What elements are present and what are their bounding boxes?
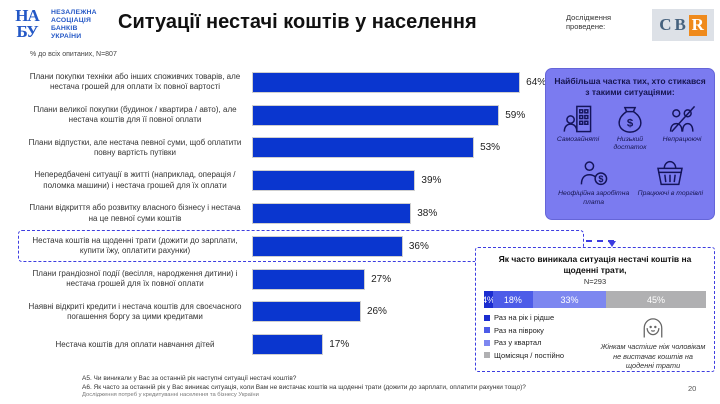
bar-category-label: Непередбачені ситуації в житті (наприкла… xyxy=(34,170,236,190)
trade-basket-icon xyxy=(657,161,684,186)
page-number: 20 xyxy=(688,384,697,393)
legend-label: Раз на півроку xyxy=(494,325,544,335)
bar-value-label: 26% xyxy=(366,306,387,318)
stacked-bar-legend: Раз на рік і рідше Раз на півроку Раз у кв… xyxy=(484,313,600,370)
legend-item: Раз на рік і рідше xyxy=(484,313,600,322)
legend-item: Раз на півроку xyxy=(484,326,600,335)
unofficial-salary-icon: $ xyxy=(580,161,607,186)
bar xyxy=(252,203,412,225)
bar-value-label: 36% xyxy=(408,240,429,252)
nabu-logo-text: НЕЗАЛЕЖНА АСОЦІАЦІЯ БАНКІВ УКРАЇНИ xyxy=(51,9,97,41)
icon-label: Непрацюючі xyxy=(662,136,702,144)
note-text: Жінкам частіше ніж чоловікам не вистачає… xyxy=(600,342,706,371)
self-employed-icon xyxy=(563,105,592,133)
footnote-a5: А5. Чи виникали у Вас за останній рік на… xyxy=(82,375,297,382)
bar-value-label: 53% xyxy=(480,142,501,154)
chart-subtitle: % до всіх опитаних, N=807 xyxy=(30,51,117,58)
svg-text:$: $ xyxy=(627,118,634,130)
stacked-bar: 4%18%33%45% xyxy=(484,291,706,309)
side-panel: Найбільша частка тих, хто стикався з так… xyxy=(545,68,715,220)
bar-value-label: 38% xyxy=(417,208,438,220)
bar-row: Плани грандіозної події (весілля, народж… xyxy=(24,263,584,296)
cbr-letter-c: C xyxy=(659,15,672,34)
group-unemployed: Непрацюючі xyxy=(656,104,708,152)
bar-category-label: Плани відкриття або розвитку власного бі… xyxy=(29,203,241,223)
cbr-logo: C B R xyxy=(652,9,714,41)
bar-row: Непередбачені ситуації в житті (наприкла… xyxy=(24,164,584,197)
cbr-letter-b: B xyxy=(674,15,686,34)
icon-label: Низький достаток xyxy=(613,136,647,152)
bar-row: Плани покупки техніки або інших споживчи… xyxy=(24,66,584,99)
unemployed-icon xyxy=(669,106,696,133)
side-panel-title: Найбільша частка тих, хто стикався з так… xyxy=(554,76,706,98)
woman-icon xyxy=(643,318,663,338)
svg-text:$: $ xyxy=(598,175,603,185)
footnotes: А5. Чи виникали у Вас за останній рік на… xyxy=(82,374,526,393)
frequency-note: Жінкам частіше ніж чоловікам не вистачає… xyxy=(600,313,706,370)
legend-label: Щомісяця / постійно xyxy=(494,350,565,360)
bar-row: Плани відпустки, але нестача певної суми… xyxy=(24,132,584,165)
icon-label: Самозайняті xyxy=(556,136,600,144)
bar-category-label: Наявні відкриті кредити і нестача коштів… xyxy=(28,301,242,321)
legend-item: Раз у квартал xyxy=(484,338,600,347)
connector-arrow-icon xyxy=(608,241,616,247)
legend-swatch xyxy=(484,352,490,359)
stacked-segment: 18% xyxy=(492,291,533,309)
legend-label: Раз у квартал xyxy=(494,338,542,348)
bar xyxy=(252,104,500,126)
bar-row: Плани великої покупки (будинок / квартир… xyxy=(24,99,584,132)
page-title: Ситуації нестачі коштів у населення xyxy=(118,11,477,33)
legend-swatch xyxy=(484,327,490,334)
bar-value-label: 39% xyxy=(421,175,442,187)
bar-category-label: Плани грандіозної події (весілля, народж… xyxy=(32,268,238,289)
bar xyxy=(252,235,403,257)
bar-row: Нестача коштів для оплати навчання дітей… xyxy=(24,328,584,361)
connector-line xyxy=(586,240,614,242)
bar-row: Наявні відкриті кредити і нестача коштів… xyxy=(24,296,584,329)
money-bag-icon: $ xyxy=(618,106,642,133)
source-line: Дослідження потреб у кредитуванні населе… xyxy=(82,392,259,398)
bar-category-label: Плани відпустки, але нестача певної суми… xyxy=(28,137,242,157)
research-by-label: Дослідження проведене: xyxy=(566,13,612,32)
group-unofficial-salary: $ Неофіційна заробітна плата xyxy=(555,158,633,206)
bar-category-label: Нестача коштів на щоденні трати (дожити … xyxy=(32,235,238,256)
footnote-a6: А6. Як часто за останній рік у Вас виник… xyxy=(82,384,526,392)
bar xyxy=(252,334,324,356)
stacked-segment: 4% xyxy=(484,291,493,309)
group-self-employed: Самозайняті xyxy=(552,104,604,152)
frequency-panel: Як часто виникала ситуація нестачі кошті… xyxy=(475,247,715,372)
group-low-income: $ Низький достаток xyxy=(604,104,656,152)
stacked-segment: 33% xyxy=(532,291,607,309)
stacked-segment: 45% xyxy=(606,291,706,309)
legend-label: Раз на рік і рідше xyxy=(494,313,555,323)
frequency-panel-title: Як часто виникала ситуація нестачі кошті… xyxy=(498,254,692,276)
legend-item: Щомісяця / постійно xyxy=(484,351,600,360)
bar-value-label: 64% xyxy=(526,76,547,88)
bar xyxy=(252,301,361,323)
icon-label: Неофіційна заробітна плата xyxy=(558,190,630,206)
bar-category-label: Нестача коштів для оплати навчання дітей xyxy=(55,339,215,349)
bar-value-label: 27% xyxy=(371,273,392,285)
bar-row: Плани відкриття або розвитку власного бі… xyxy=(24,197,584,230)
bar-category-label: Плани великої покупки (будинок / квартир… xyxy=(33,104,237,125)
bar xyxy=(252,170,416,192)
cbr-letter-r: R xyxy=(688,14,707,36)
bar-category-label: Плани покупки техніки або інших споживчи… xyxy=(29,72,241,92)
legend-swatch xyxy=(484,314,490,321)
icon-label: Працюючі в торгівлі xyxy=(637,190,703,198)
bar-value-label: 17% xyxy=(329,339,350,351)
bar-value-label: 59% xyxy=(505,109,526,121)
bar xyxy=(252,137,475,159)
nabu-logo: НА БУ НЕЗАЛЕЖНА АСОЦІАЦІЯ БАНКІВ УКРАЇНИ xyxy=(8,6,97,44)
bar xyxy=(252,71,521,93)
bar-chart-rows: Плани покупки техніки або інших споживчи… xyxy=(18,66,584,361)
group-trade-workers: Працюючі в торгівлі xyxy=(635,158,705,206)
bar xyxy=(252,268,366,290)
nabu-monogram-icon: НА БУ xyxy=(15,6,40,42)
legend-swatch xyxy=(484,339,490,346)
frequency-sample-size: N=293 xyxy=(583,277,607,287)
